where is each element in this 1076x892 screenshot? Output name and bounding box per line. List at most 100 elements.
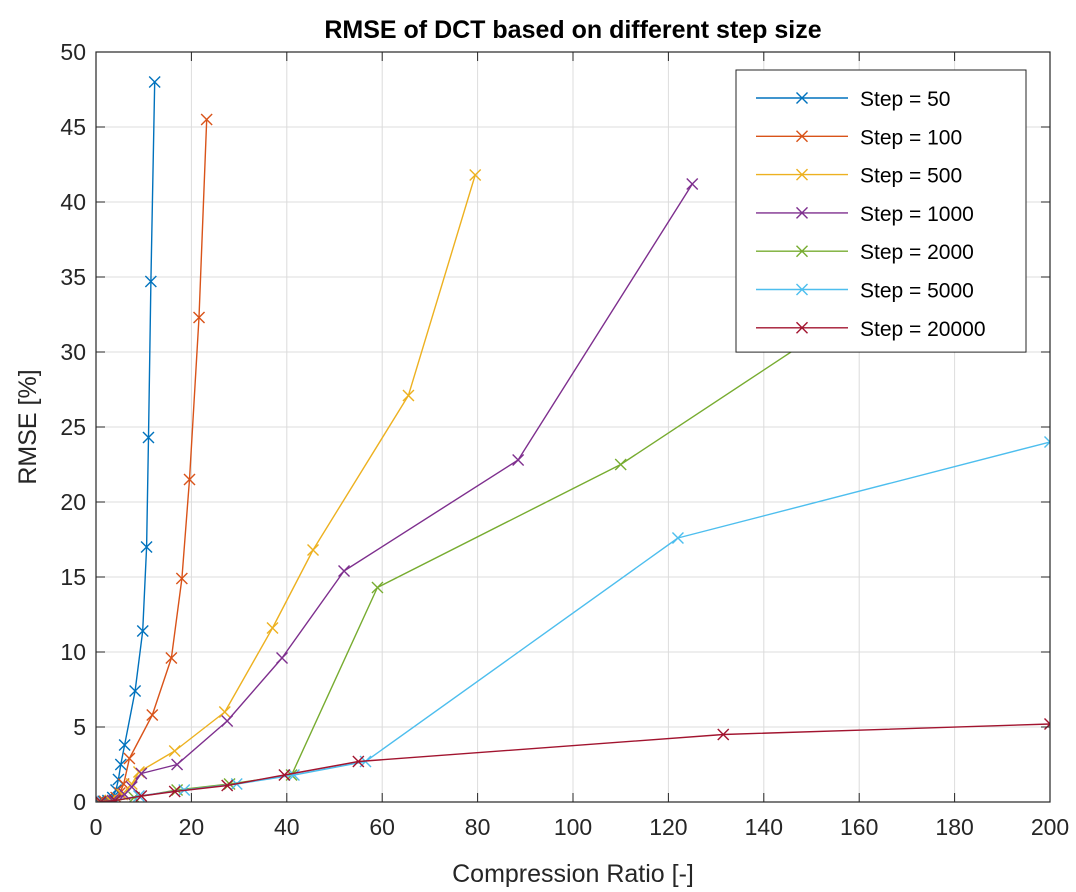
series-line — [99, 119, 208, 802]
data-point-marker — [307, 544, 320, 556]
y-tick-label: 0 — [73, 789, 86, 815]
data-point-marker — [140, 541, 153, 553]
legend-marker — [796, 206, 808, 219]
legend-label: Step = 50 — [860, 88, 951, 111]
data-point-marker — [352, 755, 365, 768]
data-point-marker — [168, 785, 181, 798]
data-point-marker — [717, 728, 730, 741]
legend-item: Step = 20000 — [756, 318, 986, 341]
x-axis-label: Compression Ratio [-] — [452, 860, 694, 888]
legend-item: Step = 1000 — [756, 203, 974, 226]
series-2 — [96, 113, 213, 802]
data-point-marker — [221, 779, 234, 792]
legend-label: Step = 1000 — [860, 203, 974, 226]
legend-item: Step = 50 — [756, 88, 951, 111]
data-point-marker — [469, 169, 482, 181]
data-point-marker — [144, 275, 157, 288]
legend-box — [735, 69, 1027, 353]
y-tick-label: 25 — [60, 414, 86, 440]
x-tick-label: 100 — [554, 814, 592, 840]
x-tick-label: 160 — [840, 814, 878, 840]
data-point-marker — [402, 389, 415, 402]
data-point-marker — [118, 739, 131, 751]
series-line — [100, 723, 1050, 802]
data-point-marker — [614, 458, 627, 471]
data-point-marker — [168, 745, 181, 757]
legend-marker — [796, 283, 808, 296]
x-tick-label: 40 — [274, 814, 300, 840]
data-point-marker — [135, 790, 148, 802]
data-point-marker — [125, 778, 138, 790]
data-point-marker — [686, 178, 699, 190]
data-point-marker — [125, 781, 138, 793]
data-point-marker — [175, 572, 188, 585]
data-point-marker — [148, 76, 161, 88]
x-tick-label: 20 — [179, 814, 205, 840]
series-6 — [96, 436, 1050, 802]
legend-marker — [796, 245, 808, 258]
data-point-marker — [142, 431, 155, 444]
series-line — [100, 441, 1050, 802]
series-7 — [96, 718, 1050, 802]
data-point-marker — [266, 622, 279, 634]
data-point-marker — [287, 769, 300, 781]
data-point-marker — [171, 758, 184, 771]
data-point-marker — [136, 625, 149, 637]
series-4 — [96, 178, 699, 802]
series-line — [100, 174, 476, 802]
data-point-marker — [109, 794, 122, 802]
x-tick-label: 120 — [649, 814, 687, 840]
series-line — [98, 81, 156, 802]
data-point-marker — [221, 715, 234, 727]
y-tick-label: 30 — [60, 339, 86, 365]
data-point-marker — [1044, 718, 1050, 730]
legend-marker — [796, 92, 808, 104]
y-tick-label: 50 — [60, 39, 86, 65]
legend-item: Step = 5000 — [756, 280, 974, 303]
data-point-marker — [123, 752, 136, 765]
legend-item: Step = 2000 — [756, 241, 974, 264]
legend-marker — [796, 168, 808, 181]
x-tick-label: 180 — [935, 814, 973, 840]
y-tick-label: 5 — [73, 714, 86, 740]
legend: Step = 50 Step = 100 Step = 500 Step = 1000… — [735, 69, 1027, 353]
legend-label: Step = 100 — [860, 126, 962, 149]
data-point-marker — [193, 311, 206, 324]
data-point-marker — [183, 473, 196, 486]
data-point-marker — [338, 565, 351, 577]
data-point-marker — [671, 532, 684, 544]
data-point-marker — [135, 767, 148, 780]
y-tick-label: 15 — [60, 564, 86, 590]
legend-item: Step = 500 — [756, 165, 962, 188]
legend-marker — [796, 130, 808, 143]
data-point-marker — [1044, 436, 1050, 448]
data-point-marker — [276, 652, 289, 664]
series-5 — [96, 301, 866, 802]
legend-label: Step = 500 — [860, 165, 962, 188]
data-point-marker — [129, 685, 142, 697]
data-point-marker — [371, 581, 384, 594]
y-tick-label: 40 — [60, 189, 86, 215]
data-point-marker — [165, 652, 178, 664]
x-tick-label: 60 — [369, 814, 395, 840]
chart-title: RMSE of DCT based on different step size — [324, 16, 821, 44]
y-tick-label: 45 — [60, 114, 86, 140]
data-point-marker — [512, 454, 525, 466]
y-axis-label: RMSE [%] — [14, 369, 42, 484]
y-tick-label: 10 — [60, 639, 86, 665]
legend-marker — [796, 321, 808, 334]
data-point-marker — [114, 758, 127, 771]
data-point-marker — [200, 113, 213, 126]
legend-label: Step = 2000 — [860, 241, 974, 264]
x-tick-label: 0 — [90, 814, 103, 840]
data-point-marker — [278, 769, 291, 781]
series-layer — [96, 76, 1050, 802]
x-tick-label: 140 — [745, 814, 783, 840]
x-tick-label: 200 — [1031, 814, 1069, 840]
data-point-marker — [218, 706, 231, 718]
series-1 — [96, 76, 161, 802]
x-tick-label: 80 — [465, 814, 491, 840]
data-point-marker — [146, 709, 159, 721]
y-tick-label: 20 — [60, 489, 86, 515]
